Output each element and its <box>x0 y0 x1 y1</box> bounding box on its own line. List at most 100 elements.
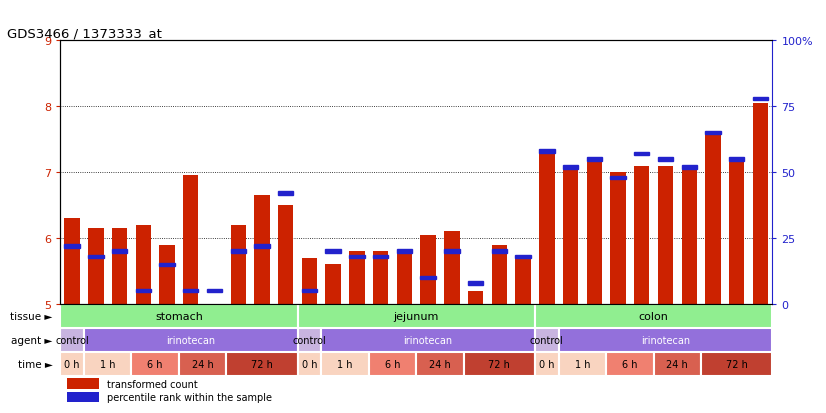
Bar <box>321 328 535 352</box>
Bar <box>563 169 578 304</box>
Bar <box>373 255 388 259</box>
Bar <box>563 166 578 169</box>
Text: transformed count: transformed count <box>107 379 197 389</box>
Bar <box>230 250 246 253</box>
Bar <box>206 289 222 293</box>
Text: control: control <box>530 335 563 345</box>
Bar <box>657 166 673 304</box>
Bar <box>420 235 436 304</box>
Bar <box>558 352 606 376</box>
Bar <box>135 225 151 304</box>
Text: 24 h: 24 h <box>430 359 451 369</box>
Text: 24 h: 24 h <box>667 359 688 369</box>
Bar <box>183 289 198 293</box>
Bar <box>68 378 99 389</box>
Bar <box>653 352 701 376</box>
Bar <box>634 152 649 156</box>
Text: jejunum: jejunum <box>393 311 439 321</box>
Text: control: control <box>292 335 326 345</box>
Bar <box>373 252 388 304</box>
Text: control: control <box>55 335 89 345</box>
Bar <box>68 392 99 402</box>
Bar <box>610 173 626 304</box>
Bar <box>64 219 80 304</box>
Bar <box>539 150 554 304</box>
Bar <box>325 265 341 304</box>
Bar <box>729 158 744 161</box>
Bar <box>752 104 768 304</box>
Bar <box>297 352 321 376</box>
Bar <box>183 176 198 304</box>
Text: irinotecan: irinotecan <box>166 335 216 345</box>
Text: agent ►: agent ► <box>11 335 52 345</box>
Bar <box>420 276 436 280</box>
Text: stomach: stomach <box>155 311 203 321</box>
Bar <box>60 352 84 376</box>
Bar <box>349 252 364 304</box>
Text: 1 h: 1 h <box>100 359 116 369</box>
Bar <box>705 133 720 304</box>
Bar <box>297 304 535 328</box>
Bar <box>60 328 84 352</box>
Bar <box>491 245 507 304</box>
Bar <box>321 352 368 376</box>
Bar <box>468 291 483 304</box>
Bar <box>112 250 127 253</box>
Bar <box>610 176 626 180</box>
Bar <box>254 244 270 248</box>
Text: tissue ►: tissue ► <box>10 311 52 321</box>
Bar <box>701 352 772 376</box>
Bar <box>586 163 602 304</box>
Text: 1 h: 1 h <box>337 359 353 369</box>
Bar <box>84 352 131 376</box>
Bar <box>254 196 270 304</box>
Text: 0 h: 0 h <box>64 359 80 369</box>
Bar <box>586 158 602 161</box>
Text: time ►: time ► <box>17 359 52 369</box>
Bar <box>416 352 463 376</box>
Bar <box>752 97 768 101</box>
Bar <box>60 304 297 328</box>
Bar <box>468 281 483 285</box>
Bar <box>491 250 507 253</box>
Bar <box>88 228 103 304</box>
Bar <box>539 150 554 154</box>
Bar <box>159 263 175 266</box>
Text: 6 h: 6 h <box>622 359 638 369</box>
Text: GDS3466 / 1373333_at: GDS3466 / 1373333_at <box>7 27 162 40</box>
Bar <box>230 225 246 304</box>
Text: 72 h: 72 h <box>726 359 748 369</box>
Bar <box>278 192 293 195</box>
Bar <box>64 244 80 248</box>
Text: irinotecan: irinotecan <box>641 335 690 345</box>
Bar <box>463 352 535 376</box>
Bar <box>396 252 412 304</box>
Text: percentile rank within the sample: percentile rank within the sample <box>107 392 272 402</box>
Bar <box>301 258 317 304</box>
Bar <box>535 328 558 352</box>
Bar <box>297 328 321 352</box>
Bar <box>88 255 103 259</box>
Text: 6 h: 6 h <box>147 359 163 369</box>
Text: 72 h: 72 h <box>251 359 273 369</box>
Bar <box>396 250 412 253</box>
Text: 72 h: 72 h <box>488 359 510 369</box>
Bar <box>558 328 772 352</box>
Bar <box>705 131 720 135</box>
Text: 0 h: 0 h <box>539 359 554 369</box>
Bar <box>226 352 297 376</box>
Text: irinotecan: irinotecan <box>404 335 453 345</box>
Text: 0 h: 0 h <box>301 359 317 369</box>
Bar <box>535 352 558 376</box>
Bar <box>135 289 151 293</box>
Bar <box>349 255 364 259</box>
Text: colon: colon <box>638 311 668 321</box>
Bar <box>681 166 697 169</box>
Bar <box>159 245 175 304</box>
Bar <box>325 250 341 253</box>
Bar <box>634 166 649 304</box>
Bar <box>368 352 416 376</box>
Bar <box>657 158 673 161</box>
Bar <box>729 163 744 304</box>
Text: 24 h: 24 h <box>192 359 213 369</box>
